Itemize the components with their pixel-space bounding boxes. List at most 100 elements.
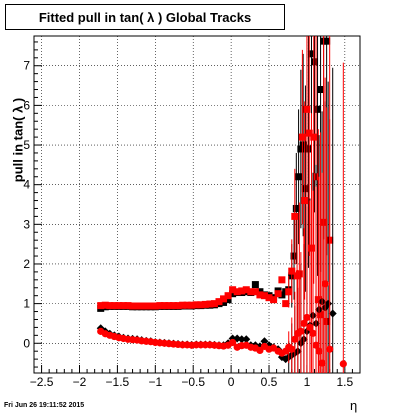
data-point-square bbox=[229, 286, 237, 294]
data-point-square bbox=[278, 291, 286, 299]
y-tick-label: 4 bbox=[23, 178, 30, 192]
y-tick-label: 1 bbox=[23, 297, 30, 311]
data-point-square bbox=[215, 298, 223, 306]
data-point-circle bbox=[326, 345, 334, 353]
data-point-circle bbox=[315, 347, 323, 355]
data-point-square bbox=[147, 302, 155, 310]
x-tick-label: 0.5 bbox=[261, 375, 278, 389]
data-point-square bbox=[133, 302, 141, 310]
y-tick-label: 7 bbox=[23, 59, 30, 73]
data-point-square bbox=[299, 141, 307, 149]
data-point-square bbox=[311, 58, 319, 66]
y-tick-label: 6 bbox=[23, 98, 30, 112]
data-point-square bbox=[323, 37, 331, 45]
data-point-square bbox=[295, 270, 303, 278]
data-point-square bbox=[303, 105, 311, 113]
x-tick-label: −1 bbox=[148, 375, 162, 389]
data-point-square bbox=[201, 300, 209, 308]
data-point-square bbox=[165, 302, 173, 310]
data-point-square bbox=[238, 287, 246, 295]
data-point-square bbox=[256, 291, 264, 299]
data-point-square bbox=[282, 300, 290, 308]
data-point-square bbox=[320, 218, 328, 226]
data-point-circle bbox=[303, 313, 311, 322]
data-point-square bbox=[192, 301, 200, 309]
data-point-square bbox=[274, 290, 282, 298]
data-point-circle bbox=[288, 345, 296, 353]
data-point-square bbox=[220, 298, 228, 306]
data-point-square bbox=[210, 300, 218, 308]
data-point-square bbox=[188, 301, 196, 309]
y-axis-label: pull in tan( λ ) bbox=[8, 40, 28, 240]
data-point-diamond bbox=[242, 335, 251, 344]
data-point-square bbox=[142, 302, 150, 310]
data-point-square bbox=[106, 302, 114, 310]
timestamp: Fri Jun 26 19:11:52 2015 bbox=[4, 402, 85, 409]
data-point-diamond bbox=[237, 335, 246, 344]
data-point-square bbox=[156, 302, 164, 310]
data-point-square bbox=[295, 173, 303, 181]
data-point-square bbox=[138, 302, 146, 310]
data-point-circle bbox=[306, 323, 314, 332]
data-point-square bbox=[97, 302, 105, 310]
data-point-square bbox=[151, 302, 159, 310]
data-point-circle bbox=[229, 338, 237, 347]
chart-title: Fitted pull in tan( λ ) Global Tracks bbox=[5, 4, 285, 30]
data-point-circle bbox=[318, 359, 326, 367]
data-point-square bbox=[101, 301, 109, 309]
data-point-square bbox=[288, 267, 296, 275]
x-tick-label: −2.5 bbox=[30, 375, 54, 389]
x-tick-label: 0 bbox=[228, 375, 235, 389]
data-point-circle bbox=[309, 329, 317, 337]
data-point-square bbox=[305, 129, 313, 137]
data-point-square bbox=[278, 276, 286, 284]
y-axis-label-text: pull in tan( λ ) bbox=[10, 97, 26, 183]
data-point-square bbox=[251, 288, 259, 296]
data-point-square bbox=[169, 302, 177, 310]
data-point-square bbox=[310, 133, 318, 141]
data-point-square bbox=[290, 252, 298, 260]
data-point-square bbox=[242, 286, 250, 294]
data-point-square bbox=[247, 288, 255, 296]
y-tick-label: 3 bbox=[23, 217, 30, 231]
data-point-circle bbox=[300, 319, 308, 328]
data-point-square bbox=[285, 288, 293, 296]
x-tick-label: −1.5 bbox=[106, 375, 130, 389]
data-point-square bbox=[251, 281, 259, 289]
data-point-square bbox=[119, 302, 127, 310]
data-point-square bbox=[124, 302, 132, 310]
data-point-square bbox=[323, 317, 331, 325]
data-point-square bbox=[160, 302, 168, 310]
data-point-square bbox=[174, 302, 182, 310]
data-point-square bbox=[297, 145, 305, 153]
data-point-square bbox=[265, 294, 273, 302]
data-point-square bbox=[304, 145, 312, 153]
data-point-square bbox=[224, 292, 232, 300]
data-point-square bbox=[291, 212, 299, 220]
y-tick-label: 5 bbox=[23, 138, 30, 152]
y-tick-label: 2 bbox=[23, 257, 30, 271]
plot-frame bbox=[33, 35, 361, 374]
data-point-square bbox=[260, 292, 268, 300]
data-point-square bbox=[292, 204, 300, 212]
data-point-square bbox=[197, 301, 205, 309]
data-point-square bbox=[229, 290, 237, 298]
x-tick-label: −0.5 bbox=[181, 375, 205, 389]
data-point-square bbox=[307, 50, 315, 58]
data-point-square bbox=[314, 296, 322, 304]
data-point-square bbox=[129, 302, 137, 310]
data-point-square bbox=[270, 296, 278, 304]
data-point-diamond bbox=[260, 337, 269, 346]
data-point-square bbox=[307, 244, 315, 252]
data-point-circle bbox=[297, 327, 305, 335]
data-point-square bbox=[301, 185, 309, 193]
x-tick-label: 1.5 bbox=[336, 375, 353, 389]
data-point-square bbox=[317, 86, 325, 94]
data-point-square bbox=[233, 288, 241, 296]
data-point-circle bbox=[339, 360, 347, 368]
data-point-square bbox=[317, 311, 325, 319]
x-tick-label: 1 bbox=[304, 375, 311, 389]
data-point-diamond bbox=[328, 309, 337, 318]
